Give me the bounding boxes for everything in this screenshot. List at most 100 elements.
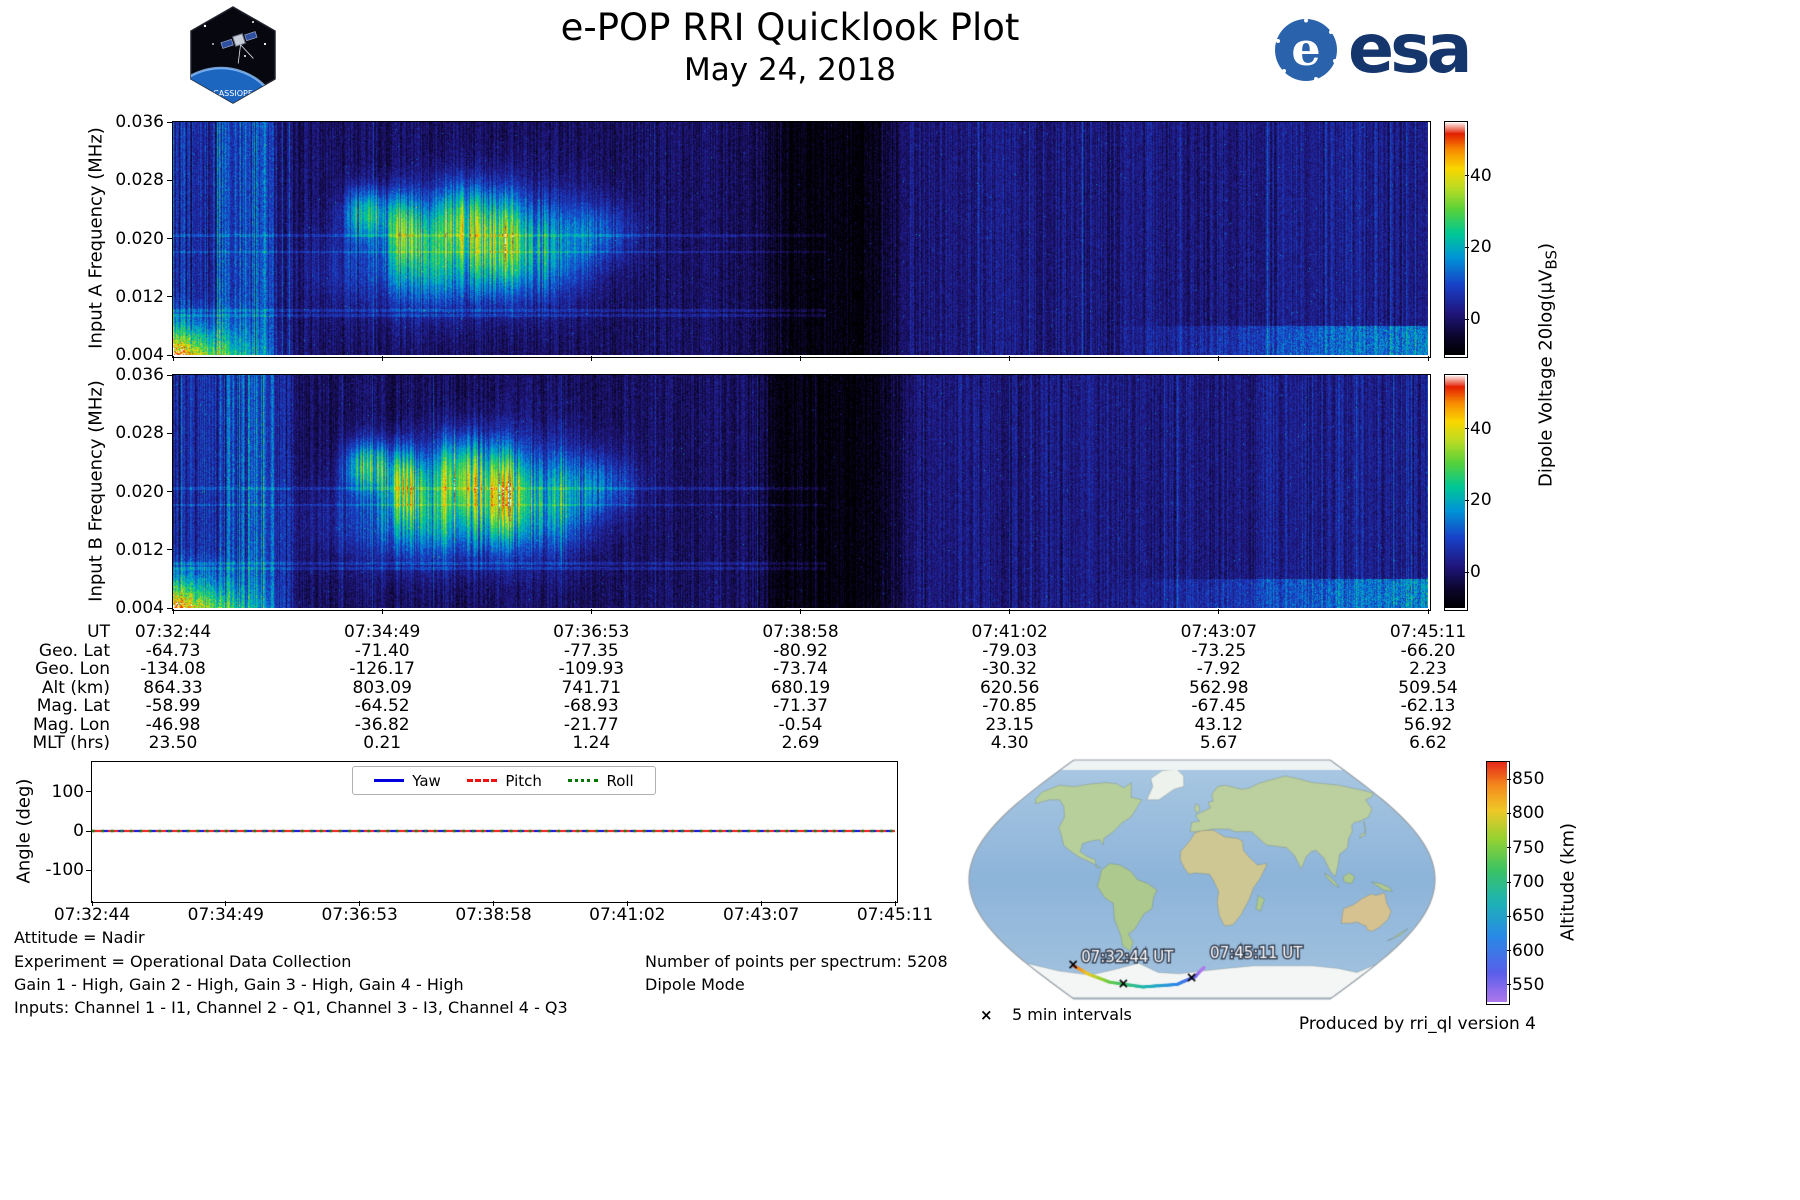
axis-tick — [1507, 778, 1511, 780]
ephem-value-geo_lon: 2.23 — [1409, 659, 1447, 679]
angle-ytick-label: -100 — [45, 860, 84, 881]
ephem-value-geo_lon: -109.93 — [558, 659, 625, 679]
axis-tick — [359, 901, 361, 906]
ephem-value-mag_lat: -71.37 — [773, 696, 828, 716]
ephem-value-geo_lat: -80.92 — [773, 640, 828, 661]
ephem-value-mag_lat: -64.52 — [354, 696, 410, 716]
spec-ytick-label: 0.004 — [115, 345, 164, 365]
axis-tick — [167, 549, 173, 551]
ephem-value-geo_lat: -71.40 — [354, 640, 410, 661]
axis-tick — [894, 901, 896, 906]
axis-tick — [1009, 609, 1011, 614]
angle-xtick-label: 07:32:44 — [53, 905, 131, 925]
cbar-tick-label: 0 — [1470, 562, 1481, 583]
cassiope-mission-patch-icon: CASSIOPE — [190, 6, 276, 104]
svg-text:e: e — [1291, 22, 1320, 76]
ephem-value-ut: 07:41:02 — [971, 622, 1048, 642]
axis-tick — [1507, 915, 1511, 917]
axis-tick — [1507, 950, 1511, 952]
axis-tick — [590, 356, 592, 361]
alt-tick-label: 700 — [1512, 872, 1545, 892]
cbar-tick-label: 20 — [1470, 237, 1492, 258]
ephem-value-geo_lon: -126.17 — [349, 659, 415, 679]
ephem-value-mlt_hrs: 5.67 — [1199, 733, 1238, 753]
ephem-value-mag_lon: 43.12 — [1194, 714, 1244, 735]
spec-ytick-label: 0.012 — [115, 539, 164, 560]
spec-ytick-label: 0.036 — [115, 112, 164, 132]
cbar-tick-label: 40 — [1470, 418, 1492, 439]
axis-tick — [167, 607, 173, 609]
axis-tick — [172, 609, 174, 614]
ephem-value-mag_lon: -46.98 — [145, 714, 201, 735]
angle-xtick-label: 07:34:49 — [187, 905, 264, 925]
annotation-inputs: Inputs: Channel 1 - I1, Channel 2 - Q1, … — [14, 998, 568, 1017]
interval-legend-text: 5 min intervals — [1012, 1005, 1132, 1024]
axis-tick — [1427, 356, 1429, 361]
legend-item-roll: Roll — [568, 772, 634, 790]
axis-tick — [1427, 609, 1429, 614]
ephem-value-alt_km: 509.54 — [1398, 677, 1458, 698]
alt-tick-label: 650 — [1512, 906, 1545, 927]
axis-tick — [1507, 984, 1511, 986]
esa-emblem-icon: e — [1275, 18, 1337, 81]
spectrogram-b-canvas — [173, 375, 1428, 608]
alt-tick-label: 800 — [1512, 803, 1545, 824]
spec-ytick-label: 0.028 — [115, 170, 164, 191]
axis-tick — [800, 609, 801, 614]
spec-ytick-label: 0.036 — [115, 365, 164, 385]
ephem-value-alt_km: 803.09 — [352, 677, 412, 698]
ephem-value-ut: 07:45:11 — [1389, 622, 1467, 642]
axis-tick — [1465, 175, 1469, 177]
axis-tick — [167, 238, 173, 239]
annotation-gains: Gain 1 - High, Gain 2 - High, Gain 3 - H… — [14, 975, 464, 994]
patch-label: CASSIOPE — [213, 89, 253, 98]
annotation-attitude: Attitude = Nadir — [14, 928, 145, 947]
axis-tick — [1465, 318, 1469, 320]
axis-tick — [1465, 428, 1469, 430]
ephem-value-geo_lat: -73.25 — [1191, 640, 1247, 661]
colorbar-axis-label: Dipole Voltage 20log(μVBS) — [1536, 243, 1561, 487]
axis-tick — [167, 121, 173, 123]
spec-ytick-label: 0.028 — [115, 423, 164, 444]
colorbar-b-canvas — [1445, 375, 1465, 608]
annotation-experiment: Experiment = Operational Data Collection — [14, 952, 352, 971]
legend-label-pitch: Pitch — [505, 771, 542, 790]
axis-tick — [493, 901, 494, 906]
ephem-value-geo_lat: -79.03 — [982, 640, 1038, 661]
annotation-mode: Dipole Mode — [645, 975, 745, 994]
colorbar-label-sub: BS — [1542, 250, 1561, 270]
ephem-value-mlt_hrs: 2.69 — [781, 733, 820, 753]
pitch-line-sample-icon — [467, 779, 498, 782]
altitude-colorbar-label: Altitude (km) — [1557, 822, 1579, 942]
axis-tick — [1507, 847, 1511, 849]
ephem-value-geo_lat: -66.20 — [1400, 640, 1456, 661]
cbar-tick-label: 40 — [1470, 165, 1492, 186]
ephem-value-mag_lon: 56.92 — [1403, 714, 1453, 735]
ephem-value-alt_km: 620.56 — [979, 677, 1040, 698]
attitude-legend: Yaw Pitch Roll — [352, 766, 656, 795]
axis-tick — [381, 356, 383, 361]
axis-tick — [1465, 246, 1469, 248]
ephem-row-label: MLT (hrs) — [32, 733, 110, 753]
spec-ytick-label: 0.020 — [115, 481, 164, 502]
interval-marker-glyph: × — [980, 1006, 993, 1024]
alt-tick-label: 600 — [1512, 940, 1545, 961]
cbar-tick-label: 0 — [1470, 309, 1481, 330]
colorbar-label-main: Dipole Voltage 20log(μV — [1535, 269, 1557, 488]
legend-item-pitch: Pitch — [467, 772, 542, 790]
axis-tick — [167, 432, 173, 434]
angle-ytick-label: 100 — [51, 781, 84, 802]
axis-tick — [86, 791, 91, 793]
page-title: e-POP RRI Quicklook Plot — [560, 6, 1020, 49]
angle-xtick-label: 07:41:02 — [589, 905, 666, 925]
ephem-value-alt_km: 680.19 — [770, 677, 831, 698]
alt-tick-label: 550 — [1512, 974, 1545, 995]
axis-tick — [172, 356, 174, 361]
ephem-value-mag_lat: -58.99 — [145, 696, 201, 716]
ephem-value-mag_lat: -62.13 — [1400, 696, 1456, 716]
axis-tick — [1218, 356, 1220, 361]
ephem-row-label: UT — [87, 622, 110, 642]
ephem-value-alt_km: 562.98 — [1189, 677, 1249, 698]
spec-ytick-label: 0.004 — [115, 598, 164, 618]
ephem-value-mag_lat: -70.85 — [982, 696, 1038, 716]
